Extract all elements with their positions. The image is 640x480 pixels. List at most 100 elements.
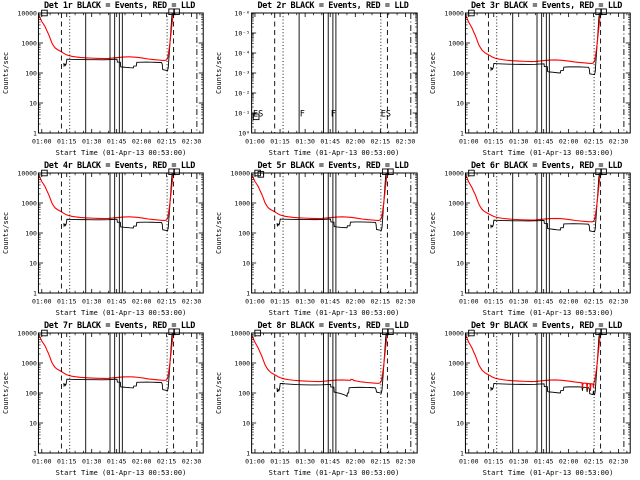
x-tick-label: 02:30 xyxy=(609,457,629,465)
y-tick-label: 10000 xyxy=(231,169,251,177)
y-tick-label: 100 xyxy=(452,389,464,397)
lld-curve xyxy=(38,173,175,222)
plot-title: Det 5r BLACK = Events, RED = LLD xyxy=(257,161,409,171)
x-axis-label: Start Time (01-Apr-13 00:53:00) xyxy=(268,309,400,317)
plot-title: Det 3r BLACK = Events, RED = LLD xyxy=(471,1,622,11)
marker-square xyxy=(41,169,48,177)
x-tick-label: 02:30 xyxy=(182,297,202,305)
lld-curve xyxy=(465,333,602,391)
y-tick-label: 1 xyxy=(33,289,37,297)
y-tick-label: 10⁻³ xyxy=(234,69,250,77)
x-tick-label: 02:00 xyxy=(132,297,152,305)
x-tick-label: 02:00 xyxy=(345,458,365,466)
marker-square xyxy=(254,329,261,337)
x-tick-label: 02:15 xyxy=(371,138,391,146)
plot-canvas: 01:00 01:15 01:30 01:45 02:00 02:15 02:30 10000… xyxy=(231,328,418,466)
marker-square xyxy=(468,9,475,17)
x-tick-label: 02:15 xyxy=(157,297,177,305)
plot-title: Det 7r BLACK = Events, RED = LLD xyxy=(44,321,195,331)
marker-square xyxy=(387,328,394,336)
x-tick-label: 02:00 xyxy=(559,297,579,305)
x-tick-label: 01:15 xyxy=(57,457,77,465)
y-tick-label: 100 xyxy=(25,389,37,397)
y-tick-label: 10⁻⁵ xyxy=(234,29,250,37)
x-tick-label: 02:15 xyxy=(157,137,177,145)
events-curve xyxy=(490,13,600,76)
events-curve xyxy=(276,333,387,398)
plot-title: Det 2r BLACK = Events, RED = LLD xyxy=(257,1,409,11)
x-tick-label: 02:30 xyxy=(396,298,416,306)
plot-frame xyxy=(37,332,204,454)
plot-title: Det 9r BLACK = Events, RED = LLD xyxy=(471,321,622,331)
marker-square xyxy=(468,329,475,337)
y-tick-label: 100 xyxy=(452,229,464,237)
plot-title: Det 1r BLACK = Events, RED = LLD xyxy=(44,1,195,11)
y-tick-label: 100 xyxy=(238,389,250,397)
marker-square xyxy=(168,8,175,16)
y-tick-label: 100 xyxy=(25,229,37,237)
y-tick-label: 10⁻¹ xyxy=(234,109,250,117)
flag-text: F xyxy=(300,110,305,120)
x-tick-label: 01:30 xyxy=(295,138,315,146)
x-tick-label: 02:00 xyxy=(559,457,579,465)
plot-frame xyxy=(37,12,204,134)
x-tick-label: 02:15 xyxy=(371,458,391,466)
panel-det-5r: Det 5r BLACK = Events, RED = LLD Counts/… xyxy=(213,160,427,320)
marker-square xyxy=(173,168,180,176)
x-tick-label: 02:00 xyxy=(132,137,152,145)
x-tick-label: 02:30 xyxy=(396,458,416,466)
y-tick-label: 10 xyxy=(242,259,250,267)
x-tick-label: 02:30 xyxy=(182,137,202,145)
x-axis-label: Start Time (01-Apr-13 00:53:00) xyxy=(482,149,614,157)
x-tick-label: 02:00 xyxy=(559,137,579,145)
y-tick-label: 1000 xyxy=(448,359,464,367)
y-tick-label: 10⁻⁶ xyxy=(234,9,250,17)
x-tick-label: 01:45 xyxy=(107,137,127,145)
lld-curve xyxy=(251,173,388,222)
lld-curve xyxy=(465,173,602,223)
y-tick-label: 1 xyxy=(246,449,250,457)
x-tick-label: 01:00 xyxy=(32,137,52,145)
y-tick-label: 10000 xyxy=(17,169,37,177)
plot-canvas: 01:00 01:15 01:30 01:45 02:00 02:15 02:30 10000… xyxy=(231,168,418,306)
y-tick-label: 1000 xyxy=(21,39,37,47)
plot-frame xyxy=(251,332,418,454)
x-tick-label: 01:00 xyxy=(32,297,52,305)
marker-square xyxy=(168,328,175,336)
x-tick-label: 01:15 xyxy=(57,297,77,305)
marker-square xyxy=(173,8,180,16)
x-tick-label: 02:15 xyxy=(371,298,391,306)
x-tick-label: 02:15 xyxy=(584,297,604,305)
panel-det-6r: Det 6r BLACK = Events, RED = LLD Counts/… xyxy=(427,160,640,320)
lld-curve xyxy=(465,13,602,64)
y-tick-label: 100 xyxy=(452,69,464,77)
panel-det-1r: Det 1r BLACK = Events, RED = LLD Counts/… xyxy=(0,0,213,160)
x-tick-label: 01:00 xyxy=(459,297,479,305)
plot-title: Det 8r BLACK = Events, RED = LLD xyxy=(257,321,409,331)
x-axis-label: Start Time (01-Apr-13 00:53:00) xyxy=(268,469,400,477)
x-axis-label: Start Time (01-Apr-13 00:53:00) xyxy=(482,469,614,477)
flag-text: F xyxy=(331,110,336,120)
x-tick-label: 02:00 xyxy=(345,298,365,306)
x-tick-label: 02:00 xyxy=(132,457,152,465)
y-tick-label: 10 xyxy=(29,259,37,267)
y-tick-label: 1000 xyxy=(21,359,37,367)
x-tick-label: 02:30 xyxy=(609,297,629,305)
y-tick-label: 1 xyxy=(460,129,464,137)
y-tick-label: 10 xyxy=(242,419,250,427)
x-tick-label: 01:30 xyxy=(295,458,315,466)
x-tick-label: 01:15 xyxy=(270,138,290,146)
y-tick-label: 10 xyxy=(456,259,464,267)
y-tick-label: 10 xyxy=(456,99,464,107)
x-tick-label: 01:45 xyxy=(534,457,554,465)
x-axis-label: Start Time (01-Apr-13 00:53:00) xyxy=(55,309,187,317)
flag-text: ES xyxy=(381,110,391,120)
x-tick-label: 01:30 xyxy=(82,137,102,145)
x-tick-label: 01:15 xyxy=(270,298,290,306)
x-tick-label: 02:00 xyxy=(345,138,365,146)
marker-square xyxy=(595,328,602,336)
plot-canvas: 01:00 01:15 01:30 01:45 02:00 02:15 02:30 10000… xyxy=(17,8,204,146)
x-tick-label: 01:00 xyxy=(245,138,265,146)
events-curve xyxy=(490,333,600,396)
